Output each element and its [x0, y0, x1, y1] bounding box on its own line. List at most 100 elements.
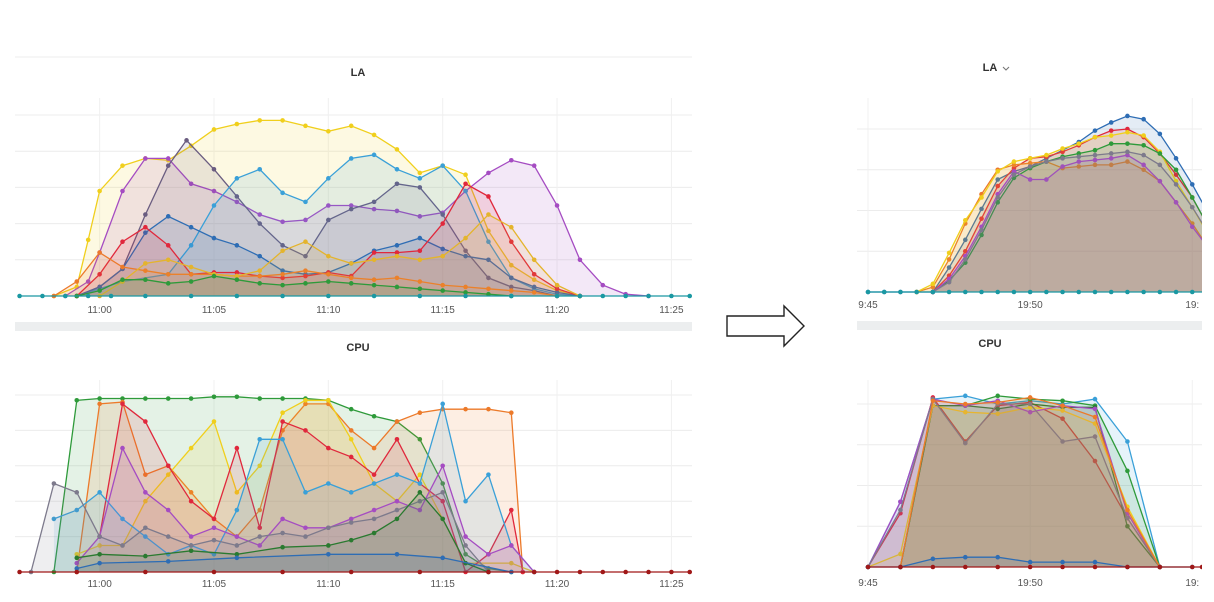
data-point-lightblue — [303, 199, 308, 205]
series-line-darkgreen — [76, 491, 489, 573]
series-area-lightblue — [76, 154, 580, 296]
data-point-gray — [1092, 434, 1098, 439]
chart-title[interactable]: LA — [983, 62, 998, 74]
data-point-darkgreen — [394, 516, 400, 522]
data-point-purple — [1173, 200, 1179, 205]
series-area-lightblue — [53, 403, 535, 572]
data-point-gray — [995, 195, 1001, 200]
data-point-yellow — [417, 170, 423, 176]
data-point-purple — [417, 507, 423, 513]
data-point-blue — [97, 284, 102, 290]
chart-title: LA — [351, 67, 366, 79]
data-point-gray — [1060, 439, 1065, 444]
series-area-gray — [932, 151, 1202, 292]
data-point-darkred — [865, 564, 871, 570]
data-point-yellow — [143, 498, 148, 504]
data-point-gold — [326, 253, 331, 259]
data-point-green — [1108, 141, 1114, 146]
data-point-green — [1157, 151, 1163, 156]
data-point-darkred — [531, 569, 537, 575]
data-point-blue — [440, 246, 445, 252]
data-point-darkred — [1125, 564, 1130, 570]
data-point-darkred — [600, 569, 606, 575]
data-point-lightblue — [1125, 439, 1130, 444]
right-arrow-outline-icon — [726, 304, 805, 348]
data-point-lightblue — [348, 156, 354, 161]
data-point-purple — [486, 170, 491, 176]
data-point-orange — [120, 264, 125, 270]
data-point-red — [531, 271, 537, 277]
data-point-gold — [486, 212, 491, 217]
data-point-yellow — [280, 410, 285, 416]
data-point-orange — [417, 410, 423, 416]
data-point-gold — [531, 257, 537, 263]
chevron-down-icon[interactable] — [1002, 66, 1010, 71]
data-point-slate — [184, 138, 189, 143]
data-point-red — [1206, 225, 1211, 230]
data-point-darkred — [646, 569, 651, 575]
data-point-green — [74, 398, 80, 403]
data-point-yellow — [962, 217, 968, 223]
data-point-orange — [463, 284, 468, 290]
data-point-purple — [326, 203, 331, 208]
data-point-green — [1076, 151, 1082, 156]
data-point-purple — [120, 188, 125, 194]
data-point-gray — [463, 543, 468, 548]
data-point-darkred — [962, 564, 968, 570]
data-point-red — [234, 270, 240, 275]
x-tick-label: 11:15 — [431, 579, 456, 590]
data-point-red — [486, 194, 491, 199]
data-point-blue — [486, 257, 491, 263]
data-point-yellow — [1027, 156, 1033, 161]
data-point-green — [440, 481, 445, 486]
data-point-purple — [898, 499, 903, 505]
data-point-orange — [486, 286, 491, 292]
data-point-purple — [1044, 177, 1049, 182]
data-point-gray — [1044, 159, 1049, 164]
data-point-purple — [1027, 177, 1033, 182]
data-point-teal — [1141, 289, 1146, 295]
data-point-red — [1173, 172, 1179, 177]
data-point-slate — [326, 217, 331, 223]
data-point-lightblue — [962, 393, 968, 399]
data-point-lightblue — [143, 534, 148, 539]
data-point-red — [1060, 416, 1065, 421]
data-point-yellow — [1141, 133, 1146, 138]
data-point-blue — [394, 243, 400, 248]
data-point-gray — [1189, 204, 1195, 210]
data-point-purple — [257, 212, 263, 217]
data-point-teal — [1076, 289, 1082, 295]
data-point-yellow — [1206, 233, 1211, 238]
data-point-darkred — [280, 569, 285, 575]
data-point-green — [1173, 167, 1179, 173]
series-line-green — [76, 275, 512, 297]
data-point-teal — [1044, 289, 1049, 295]
data-point-teal — [1157, 289, 1163, 295]
data-point-teal — [930, 289, 936, 295]
data-point-orange — [188, 490, 194, 495]
data-point-gold — [143, 261, 148, 266]
data-point-orange — [1060, 403, 1065, 408]
data-point-blue — [962, 554, 968, 560]
data-point-slate — [371, 199, 377, 205]
data-point-yellow — [188, 445, 194, 451]
series-group — [865, 113, 1211, 295]
data-point-blue — [211, 235, 217, 241]
data-point-green — [120, 396, 125, 401]
data-point-gray — [211, 537, 217, 543]
data-point-blue — [1173, 156, 1179, 161]
data-point-gold — [188, 264, 194, 270]
data-point-gray — [1125, 515, 1130, 521]
data-point-purple — [257, 543, 263, 548]
data-point-purple — [211, 525, 217, 531]
data-point-darkgreen — [348, 537, 354, 543]
data-point-gray — [946, 279, 952, 285]
data-point-lightblue — [51, 516, 57, 522]
data-point-gold — [303, 239, 308, 244]
data-point-orange — [417, 279, 423, 284]
left-panel-divider — [15, 322, 692, 331]
data-point-blue — [165, 559, 171, 564]
data-point-darkred — [1092, 564, 1098, 570]
data-point-green — [143, 396, 148, 401]
data-point-purple — [348, 516, 354, 522]
